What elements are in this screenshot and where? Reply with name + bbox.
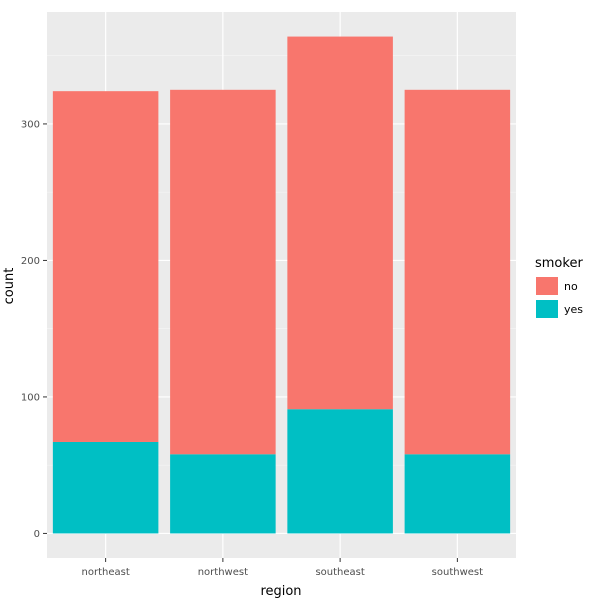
- x-tick-label: southwest: [432, 567, 483, 578]
- legend-key-no: [536, 277, 558, 295]
- tick-layer: 0 100 200 300 northeast northwest southeast sou…: [21, 119, 483, 578]
- legend-label-no: no: [564, 280, 578, 293]
- y-tick-label: 100: [21, 392, 40, 403]
- y-axis-title: count: [2, 268, 17, 305]
- bar-northwest-yes: [170, 454, 276, 534]
- bar-southwest-yes: [404, 454, 511, 534]
- bar-northwest-no: [170, 89, 276, 455]
- y-tick-label: 300: [21, 119, 40, 130]
- legend: smoker no yes: [535, 256, 583, 318]
- bar-southeast-yes: [287, 409, 393, 534]
- bar-layer: [52, 36, 511, 534]
- bar-southwest-no: [404, 89, 511, 455]
- bar-northeast-no: [52, 91, 159, 442]
- x-tick-label: northeast: [82, 567, 130, 578]
- x-axis-title: region: [260, 584, 301, 599]
- legend-label-yes: yes: [564, 303, 583, 316]
- y-tick-label: 200: [21, 256, 40, 267]
- y-tick-label: 0: [34, 529, 40, 540]
- legend-key-yes: [536, 300, 558, 318]
- legend-title: smoker: [535, 256, 583, 271]
- x-tick-label: northwest: [198, 567, 248, 578]
- x-tick-label: southeast: [315, 567, 364, 578]
- bar-southeast-no: [287, 36, 393, 410]
- bar-northeast-yes: [52, 441, 159, 534]
